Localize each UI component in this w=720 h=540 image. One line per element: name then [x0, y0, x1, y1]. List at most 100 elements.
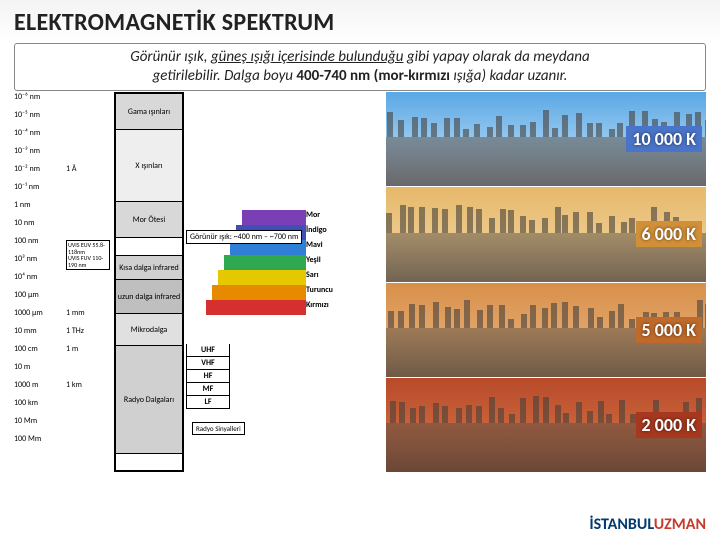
bld: [606, 414, 612, 423]
bld: [476, 209, 482, 232]
spectrum-band: X ışınları: [116, 130, 182, 202]
bld: [562, 302, 568, 328]
spectrum-band: [116, 238, 182, 256]
bld: [619, 400, 625, 423]
bld: [629, 218, 635, 232]
bld: [419, 207, 425, 232]
temperature-label: 2 000 K: [636, 412, 702, 438]
bld: [388, 311, 394, 327]
temperature-row: 6 000 K: [386, 187, 706, 281]
bld: [508, 125, 514, 138]
bld: [500, 209, 506, 232]
bld: [496, 116, 502, 137]
bld: [551, 303, 557, 328]
bld: [444, 118, 450, 137]
bld: [552, 128, 558, 137]
spectrum-band: Mor Ötesi: [116, 202, 182, 238]
bld: [499, 305, 505, 328]
bld: [597, 317, 603, 328]
bld: [477, 310, 483, 328]
bld: [573, 306, 579, 328]
content-area: 10⁻⁶ nm10⁻⁵ nm10⁻⁴ nm10⁻³ nm10⁻² nm10⁻¹ …: [14, 92, 706, 512]
scale-tick-alt: 1 km: [66, 380, 114, 390]
visible-bar: [224, 255, 306, 270]
scale-tick-alt: 1 THz: [66, 326, 114, 336]
bld: [466, 405, 472, 423]
bld: [409, 304, 415, 327]
desc-l2b: 400-740 nm (mor-kırmızı: [296, 67, 450, 85]
bld: [390, 401, 396, 423]
bld: [456, 205, 462, 232]
bld: [529, 220, 535, 233]
color-name: Sarı: [306, 270, 319, 280]
bld: [705, 120, 706, 137]
bld: [596, 123, 602, 137]
color-name: Mavi: [306, 240, 323, 250]
scale-tick: 10⁻¹ nm: [14, 182, 62, 192]
bld: [555, 405, 561, 423]
bld: [433, 302, 439, 328]
scale-tick-alt: 1 mm: [66, 308, 114, 318]
color-name: Yeşil: [306, 255, 321, 265]
scale-tick: 100 Mm: [14, 434, 62, 444]
bld: [431, 123, 437, 138]
bld: [442, 406, 448, 423]
visible-bar: [242, 210, 306, 225]
scale-tick: 10⁻² nm: [14, 164, 62, 174]
scale-tick: 100 km: [14, 398, 62, 408]
bld: [386, 213, 392, 232]
scale-tick: 10⁴ nm: [14, 272, 62, 282]
bld: [419, 406, 425, 423]
bld: [609, 216, 615, 232]
slide: ELEKTROMAGNETİK SPEKTRUM Görünür ışık, g…: [0, 0, 720, 540]
desc-l1a: Görünür ışık,: [130, 48, 211, 66]
bld: [530, 305, 536, 327]
bld: [542, 218, 548, 232]
scale-tick: 10 mm: [14, 326, 62, 336]
bld: [520, 398, 526, 423]
bld: [387, 112, 393, 137]
scale-tick: 10 nm: [14, 218, 62, 228]
bld: [598, 401, 604, 423]
bld: [520, 125, 526, 137]
bld: [474, 124, 480, 137]
radio-subband: LF: [187, 396, 229, 409]
spectrum-band: Mikrodalga: [116, 314, 182, 346]
bld: [487, 305, 493, 328]
visible-bar: [212, 285, 306, 300]
bld: [432, 208, 438, 233]
bld: [508, 210, 514, 233]
temperature-label: 5 000 K: [636, 317, 702, 343]
bld: [576, 113, 582, 137]
temperature-row: 2 000 K: [386, 378, 706, 472]
bld: [573, 212, 579, 233]
page-title: ELEKTROMAGNETİK SPEKTRUM: [0, 0, 720, 41]
scale-tick: 10⁻⁵ nm: [14, 110, 62, 120]
bld: [587, 123, 593, 137]
bld: [398, 311, 404, 328]
bld: [467, 207, 473, 233]
bld: [609, 311, 615, 328]
radio-signal-box: Radyo Sinyalleri: [192, 422, 245, 435]
spectrum-diagram: 10⁻⁶ nm10⁻⁵ nm10⁻⁴ nm10⁻³ nm10⁻² nm10⁻¹ …: [14, 92, 374, 472]
scale-tick: 1 nm: [14, 200, 62, 210]
radio-subband: HF: [187, 370, 229, 383]
scale-tick: 1000 m: [14, 380, 62, 390]
desc-l2a: getirilebilir. Dalga boyu: [153, 67, 297, 85]
bld: [596, 223, 602, 232]
bld: [445, 307, 451, 328]
bld: [587, 411, 593, 423]
color-name: Turuncu: [306, 285, 333, 295]
bld: [705, 304, 706, 327]
temperature-row: 5 000 K: [386, 283, 706, 377]
color-name: Kırmızı: [306, 300, 329, 310]
bld: [618, 304, 624, 328]
bld: [521, 314, 527, 327]
bld: [543, 110, 549, 137]
bld: [398, 120, 404, 137]
brand-part2: UZMAN: [654, 515, 706, 534]
bld: [489, 397, 495, 423]
bld: [563, 413, 569, 423]
bld: [408, 207, 414, 232]
color-name: Mor: [306, 210, 320, 220]
